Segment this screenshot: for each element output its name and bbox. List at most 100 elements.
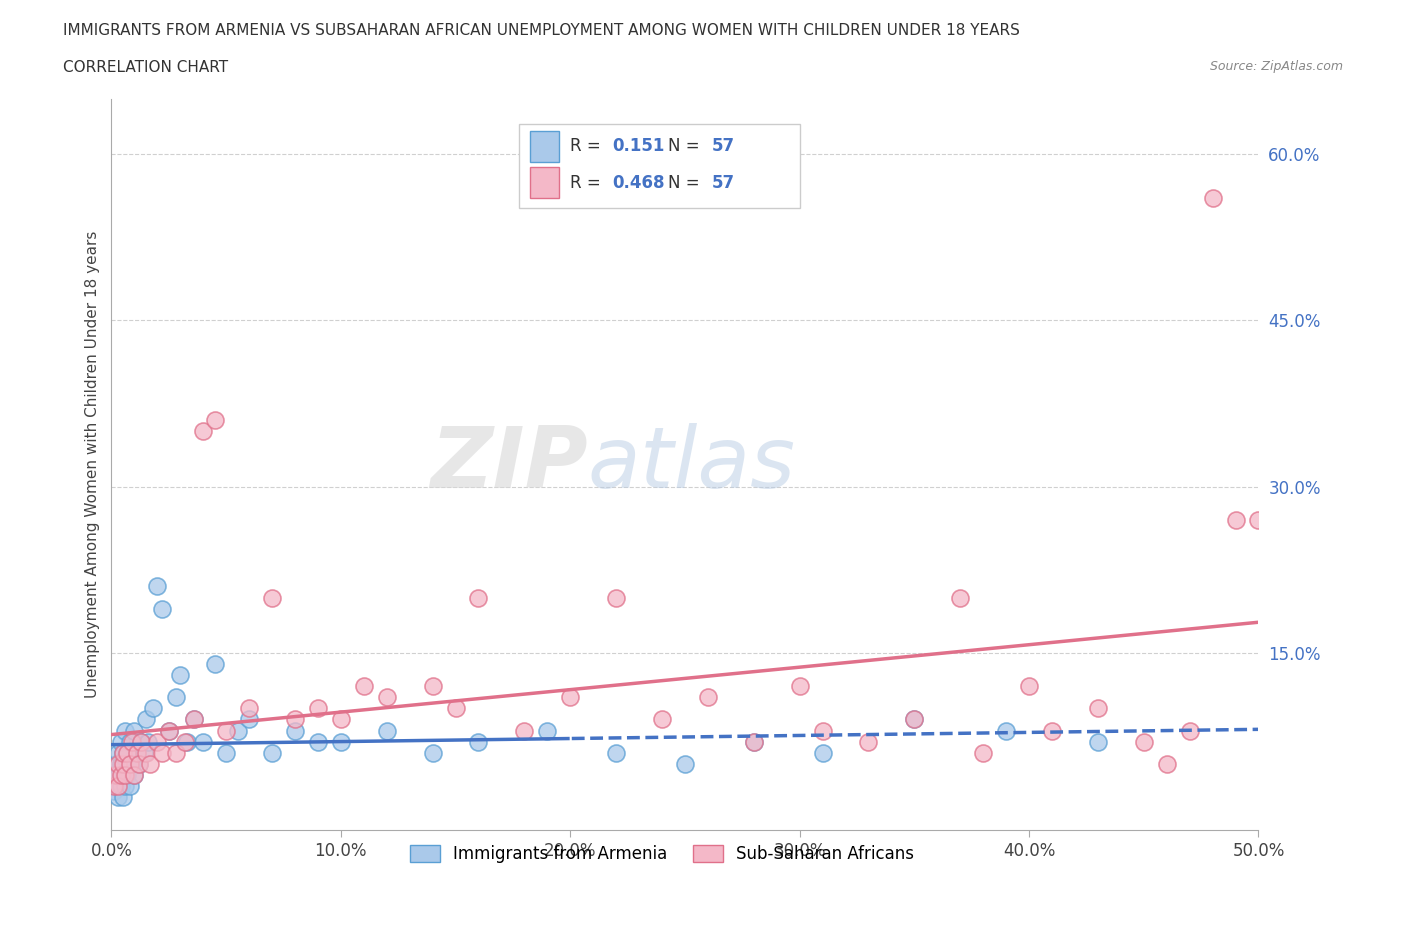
- Point: [142, 701, 165, 716]
- Point: [183, 712, 205, 727]
- Point: [105, 767, 128, 782]
- Point: [560, 690, 582, 705]
- Point: [111, 745, 134, 760]
- Y-axis label: Unemployment Among Women with Children Under 18 years: Unemployment Among Women with Children U…: [86, 231, 100, 698]
- Point: [284, 724, 307, 738]
- Point: [139, 756, 162, 771]
- Point: [1040, 724, 1063, 738]
- Point: [135, 712, 157, 727]
- Point: [742, 734, 765, 749]
- Point: [353, 679, 375, 694]
- Point: [107, 756, 129, 771]
- Point: [150, 601, 173, 616]
- Point: [858, 734, 880, 749]
- Point: [114, 767, 136, 782]
- Point: [972, 745, 994, 760]
- Point: [129, 734, 152, 749]
- Point: [238, 701, 260, 716]
- Point: [146, 579, 169, 594]
- Point: [226, 724, 249, 738]
- Point: [103, 784, 125, 799]
- Text: 0.468: 0.468: [613, 174, 665, 192]
- Point: [995, 724, 1018, 738]
- Point: [444, 701, 467, 716]
- Point: [1225, 512, 1247, 527]
- Point: [118, 756, 141, 771]
- Point: [136, 734, 159, 749]
- Point: [121, 756, 143, 771]
- Text: 0.151: 0.151: [613, 138, 665, 155]
- Point: [118, 734, 141, 749]
- Point: [811, 745, 834, 760]
- Point: [114, 724, 136, 738]
- Point: [696, 690, 718, 705]
- Point: [128, 756, 150, 771]
- Point: [673, 756, 696, 771]
- Point: [742, 734, 765, 749]
- Point: [811, 724, 834, 738]
- Point: [169, 668, 191, 683]
- Point: [651, 712, 673, 727]
- Point: [124, 767, 146, 782]
- Point: [307, 734, 329, 749]
- Point: [150, 745, 173, 760]
- Point: [204, 413, 226, 428]
- Point: [183, 712, 205, 727]
- Bar: [530, 131, 558, 162]
- Point: [125, 745, 148, 760]
- Point: [903, 712, 925, 727]
- Point: [1247, 512, 1270, 527]
- Point: [128, 756, 150, 771]
- Point: [111, 745, 134, 760]
- Point: [284, 712, 307, 727]
- Point: [110, 778, 132, 793]
- Legend: Immigrants from Armenia, Sub-Saharan Africans: Immigrants from Armenia, Sub-Saharan Afr…: [404, 838, 921, 870]
- Point: [260, 590, 283, 604]
- Text: ZIP: ZIP: [430, 423, 588, 506]
- Point: [789, 679, 811, 694]
- Point: [117, 767, 139, 782]
- Point: [114, 751, 136, 765]
- Point: [110, 756, 132, 771]
- Text: 57: 57: [711, 174, 734, 192]
- Point: [124, 724, 146, 738]
- Point: [118, 778, 141, 793]
- Text: N =: N =: [668, 138, 704, 155]
- Point: [422, 679, 444, 694]
- Point: [107, 767, 129, 782]
- Point: [903, 712, 925, 727]
- Bar: [530, 167, 558, 198]
- Point: [146, 734, 169, 749]
- Point: [193, 734, 215, 749]
- Point: [1201, 191, 1223, 206]
- Text: R =: R =: [571, 138, 606, 155]
- Point: [307, 701, 329, 716]
- Point: [949, 590, 972, 604]
- Point: [1087, 734, 1109, 749]
- Point: [107, 778, 129, 793]
- Point: [105, 778, 128, 793]
- Point: [111, 767, 134, 782]
- Text: N =: N =: [668, 174, 704, 192]
- Point: [329, 712, 352, 727]
- Point: [1178, 724, 1201, 738]
- Point: [132, 745, 155, 760]
- Point: [536, 724, 558, 738]
- Point: [204, 657, 226, 671]
- Point: [467, 590, 489, 604]
- Point: [1018, 679, 1040, 694]
- Point: [165, 745, 187, 760]
- Point: [111, 756, 134, 771]
- Point: [124, 767, 146, 782]
- Bar: [519, 125, 800, 208]
- Text: atlas: atlas: [588, 423, 796, 506]
- Point: [513, 724, 536, 738]
- Text: Source: ZipAtlas.com: Source: ZipAtlas.com: [1209, 60, 1343, 73]
- Point: [1132, 734, 1154, 749]
- Point: [165, 690, 187, 705]
- Point: [125, 745, 148, 760]
- Point: [129, 734, 152, 749]
- Point: [238, 712, 260, 727]
- Point: [173, 734, 195, 749]
- Point: [105, 756, 128, 771]
